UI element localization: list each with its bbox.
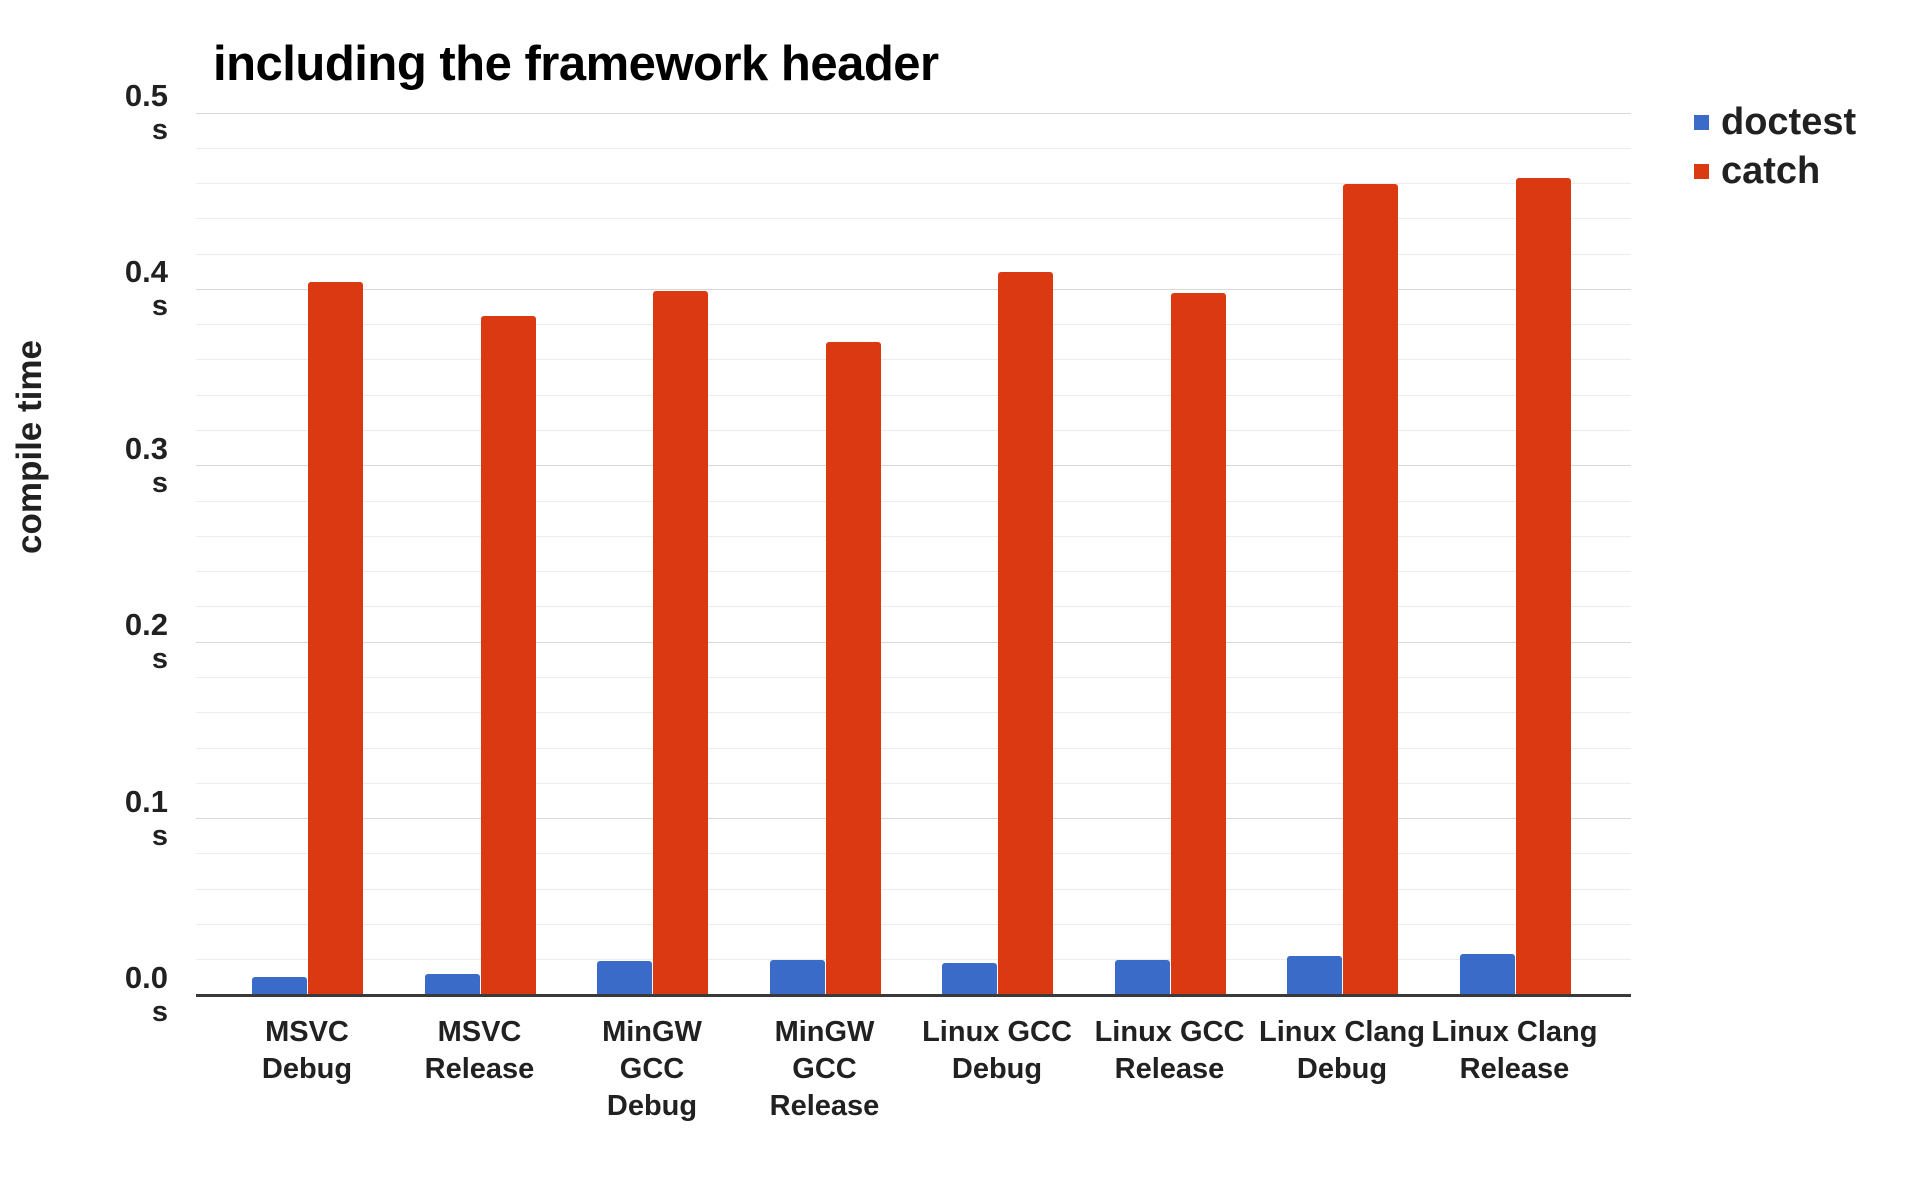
y-tick-label: 0.2 s (124, 607, 168, 676)
y-gridline-minor (196, 359, 1631, 361)
y-gridline-minor (196, 923, 1631, 925)
x-category-label: Linux Clang Release (1431, 1016, 1598, 1085)
bar-catch-5 (1170, 292, 1226, 995)
x-category-label: MinGW GCC Release (769, 1016, 880, 1122)
x-category-label: MinGW GCC Debug (602, 1016, 702, 1122)
y-gridline-minor (196, 676, 1631, 678)
bar-catch-3 (825, 342, 881, 995)
catch-swatch-icon (1694, 163, 1709, 179)
x-category-label: Linux GCC Release (1094, 1016, 1245, 1085)
legend-label-doctest: doctest (1721, 101, 1857, 143)
y-gridline-minor (196, 782, 1631, 784)
y-gridline-major (196, 288, 1631, 290)
legend-label-catch: catch (1721, 150, 1821, 192)
y-tick-label: 0.1 s (124, 783, 168, 852)
y-gridline-minor (196, 394, 1631, 396)
bar-doctest-7 (1459, 954, 1515, 995)
y-gridline-minor (196, 606, 1631, 608)
x-category-label: Linux Clang Debug (1259, 1016, 1425, 1085)
y-gridline-minor (196, 430, 1631, 432)
bar-doctest-1 (424, 973, 480, 995)
bar-doctest-0 (252, 977, 307, 995)
y-tick-label: 0.5 s (124, 78, 168, 147)
y-gridline-minor (196, 218, 1631, 220)
y-tick-label: 0.0 s (124, 960, 168, 1029)
bar-catch-4 (998, 271, 1053, 995)
bar-catch-1 (480, 315, 536, 995)
y-gridline-minor (196, 747, 1631, 749)
y-gridline-minor (196, 147, 1631, 149)
y-gridline-major (196, 641, 1631, 643)
y-gridline-minor (196, 500, 1631, 502)
x-category-label: MSVC Debug (261, 1016, 353, 1085)
y-gridline-minor (196, 712, 1631, 714)
x-category-label: Linux GCC Debug (922, 1016, 1072, 1085)
bar-doctest-4 (942, 963, 997, 995)
y-gridline-minor (196, 571, 1631, 573)
x-category-label: MSVC Release (424, 1016, 535, 1085)
bar-doctest-6 (1287, 956, 1342, 995)
y-tick-label: 0.3 s (124, 430, 168, 499)
x-axis-line (196, 994, 1631, 997)
legend-item-catch: catch (1694, 152, 1856, 190)
y-gridline-minor (196, 324, 1631, 326)
bar-catch-6 (1343, 183, 1398, 995)
bar-catch-0 (308, 282, 363, 995)
bar-catch-2 (653, 291, 708, 995)
y-gridline-minor (196, 183, 1631, 185)
bar-doctest-3 (769, 959, 825, 995)
y-gridline-minor (196, 535, 1631, 537)
y-gridline-minor (196, 853, 1631, 855)
y-gridline-minor (196, 959, 1631, 961)
legend: doctest catch (1694, 103, 1856, 190)
chart-title: including the framework header (213, 37, 939, 91)
bar-catch-7 (1515, 178, 1571, 995)
y-tick-label: 0.4 s (124, 254, 168, 323)
legend-item-doctest: doctest (1694, 103, 1856, 141)
bar-doctest-5 (1114, 959, 1170, 995)
y-gridline-major (196, 465, 1631, 467)
y-gridline-minor (196, 888, 1631, 890)
y-gridline-minor (196, 253, 1631, 255)
y-gridline-major (196, 112, 1631, 114)
bar-doctest-2 (597, 961, 652, 995)
y-gridline-major (196, 818, 1631, 820)
doctest-swatch-icon (1694, 114, 1709, 130)
